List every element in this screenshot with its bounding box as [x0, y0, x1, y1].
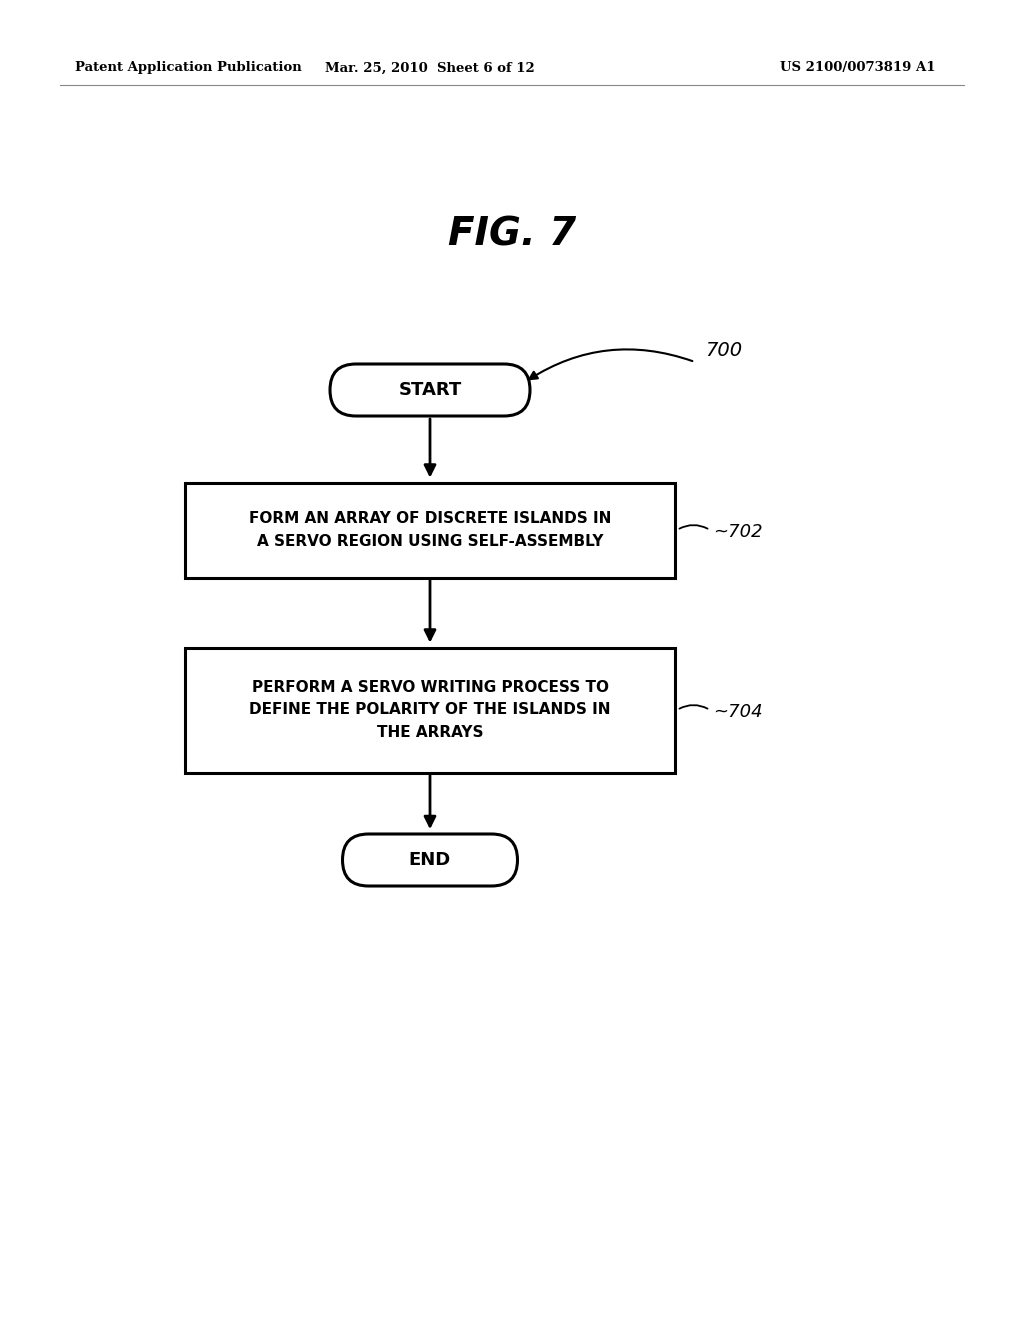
Text: Mar. 25, 2010  Sheet 6 of 12: Mar. 25, 2010 Sheet 6 of 12: [326, 62, 535, 74]
FancyBboxPatch shape: [330, 364, 530, 416]
Text: Patent Application Publication: Patent Application Publication: [75, 62, 302, 74]
Text: START: START: [398, 381, 462, 399]
Text: 700: 700: [705, 341, 742, 359]
Text: PERFORM A SERVO WRITING PROCESS TO
DEFINE THE POLARITY OF THE ISLANDS IN
THE ARR: PERFORM A SERVO WRITING PROCESS TO DEFIN…: [249, 680, 610, 739]
Text: ~704: ~704: [713, 704, 763, 721]
Text: FORM AN ARRAY OF DISCRETE ISLANDS IN
A SERVO REGION USING SELF-ASSEMBLY: FORM AN ARRAY OF DISCRETE ISLANDS IN A S…: [249, 511, 611, 549]
FancyBboxPatch shape: [342, 834, 517, 886]
Text: US 2100/0073819 A1: US 2100/0073819 A1: [780, 62, 936, 74]
Bar: [185, 648, 675, 772]
Bar: [185, 483, 675, 578]
Text: ~702: ~702: [713, 523, 763, 541]
Text: END: END: [409, 851, 452, 869]
Text: FIG. 7: FIG. 7: [447, 216, 577, 253]
